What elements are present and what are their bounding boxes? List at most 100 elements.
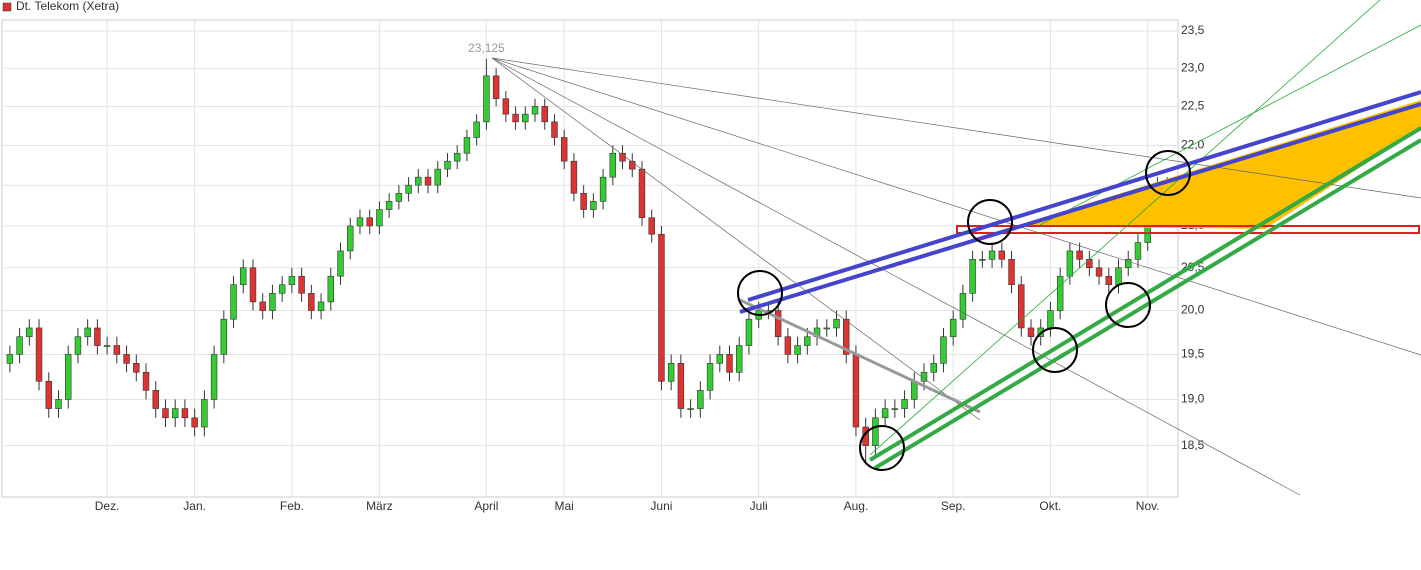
candle-body <box>940 336 947 364</box>
candle-body <box>687 408 694 410</box>
candle-body <box>45 380 52 409</box>
candle-body <box>317 301 325 311</box>
circle-marker <box>1032 327 1078 373</box>
candle-body <box>580 192 587 210</box>
candle-body <box>551 121 558 138</box>
x-tick-label: Juli <box>750 499 768 513</box>
candle-body <box>677 363 685 409</box>
candle-body <box>629 160 636 170</box>
candle-body <box>405 184 412 194</box>
candle-body <box>376 209 383 227</box>
candle-body <box>842 318 850 355</box>
candle-body <box>969 259 976 294</box>
y-tick-label: 23,5 <box>1181 23 1205 37</box>
candle-body <box>745 318 753 346</box>
candle-body <box>366 217 373 227</box>
candle-body <box>74 336 82 355</box>
candle-body <box>171 408 179 419</box>
candle-body <box>570 160 578 194</box>
candle-body <box>356 217 364 227</box>
y-tick-label: 19,0 <box>1181 392 1205 406</box>
candle-body <box>1008 259 1015 286</box>
x-tick-label: Mai <box>555 499 574 513</box>
candle-body <box>697 390 704 409</box>
candle-body <box>1125 259 1132 269</box>
legend-swatch <box>2 2 12 12</box>
candle-body <box>891 408 899 410</box>
candle-body <box>872 417 879 446</box>
candle-body <box>201 399 208 428</box>
y-tick-label: 23,0 <box>1181 60 1205 74</box>
x-tick-label: Okt. <box>1039 499 1061 513</box>
candle-body <box>463 137 471 154</box>
candle-body <box>560 137 568 162</box>
candle-body <box>473 121 480 138</box>
candle-body <box>133 363 140 373</box>
candle-body <box>1027 327 1035 338</box>
candle-body <box>833 318 840 329</box>
candle-body <box>609 152 617 178</box>
candle-body <box>308 292 315 311</box>
candle-body <box>512 113 519 123</box>
candle-body <box>823 327 830 330</box>
x-tick-label: Feb. <box>280 499 304 513</box>
candle-body <box>415 176 422 186</box>
grid <box>2 20 1178 497</box>
y-tick-label: 18,5 <box>1181 438 1205 452</box>
candle-body <box>94 327 101 346</box>
candle-body <box>774 310 782 338</box>
candle-body <box>901 399 908 409</box>
candle-body <box>794 345 801 355</box>
candle-body <box>1066 250 1074 277</box>
candle-body <box>599 176 607 202</box>
candle-body <box>979 259 986 261</box>
candle-body <box>1076 250 1083 260</box>
candle-body <box>385 201 393 210</box>
candle-body <box>1115 267 1122 286</box>
candle-body <box>1018 284 1025 329</box>
candle-body <box>667 363 675 382</box>
candle-body <box>259 301 266 311</box>
candle-body <box>103 345 111 347</box>
candle-body <box>434 168 441 186</box>
candle-body <box>638 168 646 219</box>
x-tick-label: Nov. <box>1136 499 1160 513</box>
candle-body <box>162 408 169 419</box>
fan-line <box>491 57 981 421</box>
candle-body <box>298 275 305 294</box>
candle-body <box>16 336 23 355</box>
x-tick-label: Dez. <box>95 499 120 513</box>
candle-body <box>988 250 996 260</box>
fan-line <box>491 57 1421 356</box>
circle-marker <box>1145 150 1191 196</box>
candle-body <box>444 160 451 170</box>
candle-body <box>706 363 714 391</box>
legend-label: Dt. Telekom (Xetra) <box>16 0 119 13</box>
resistance-band <box>956 225 1420 234</box>
candle-body <box>483 75 490 123</box>
candle-body <box>278 284 286 294</box>
candle-body <box>930 363 937 373</box>
candle-body <box>784 336 792 355</box>
candle-body <box>240 267 247 286</box>
x-tick-label: Juni <box>650 499 672 513</box>
fan-line <box>491 57 1421 199</box>
candle-body <box>142 371 150 391</box>
candle-body <box>64 354 72 400</box>
candle-body <box>6 354 14 364</box>
candle-body <box>949 318 957 338</box>
candle-body <box>123 354 130 364</box>
candle-body <box>911 380 918 400</box>
candle-body <box>327 275 335 303</box>
candle-body <box>269 292 276 311</box>
support-line <box>873 138 1421 470</box>
candle-body <box>726 354 733 373</box>
candle-body <box>424 176 432 186</box>
fan-line <box>491 57 1301 496</box>
circle-marker <box>859 425 905 471</box>
candle-body <box>736 345 743 373</box>
y-tick-label: 20,0 <box>1181 303 1205 317</box>
candle-body <box>288 275 296 286</box>
candle-body <box>959 292 967 320</box>
